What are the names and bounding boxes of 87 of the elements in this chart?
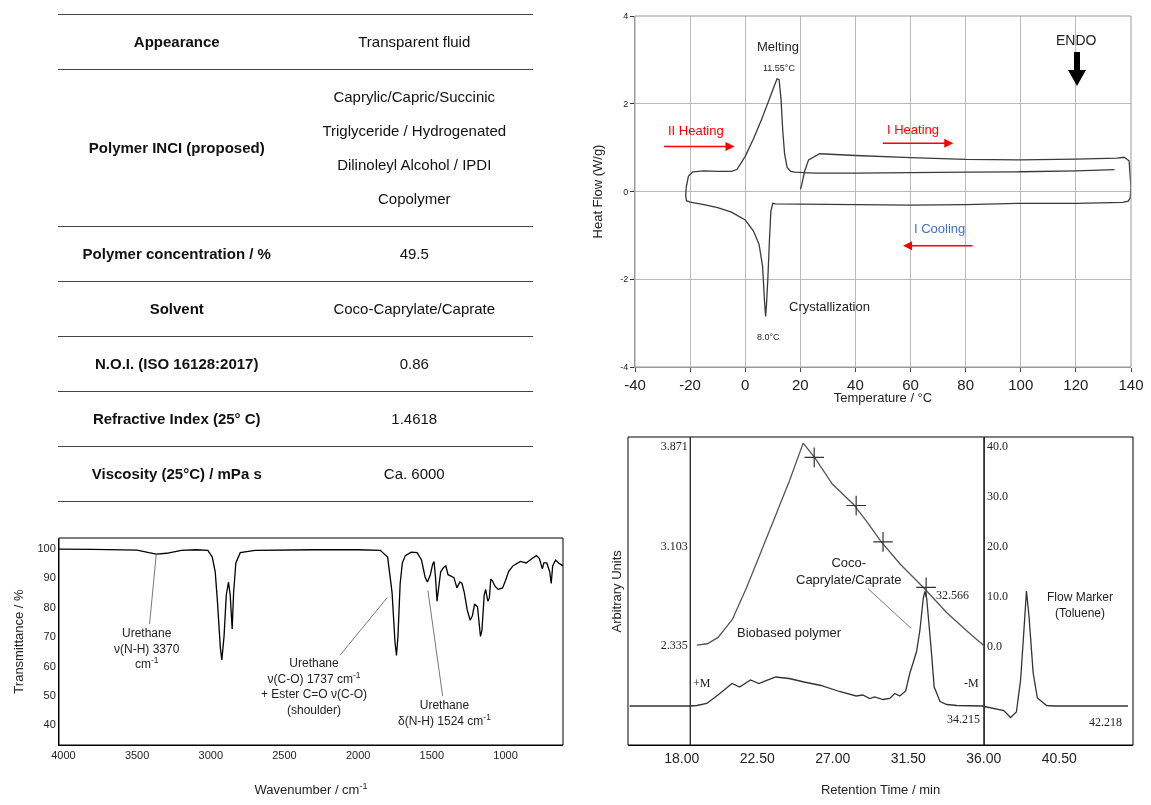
y-tick-label: 3.871 bbox=[660, 438, 688, 453]
annotation: Crystallization bbox=[789, 299, 870, 314]
y2-tick-label: 30.0 bbox=[987, 488, 1009, 503]
x-tick-label: 2500 bbox=[272, 749, 297, 762]
annotation: 11.55°C bbox=[763, 63, 796, 73]
text: Appearance bbox=[58, 14, 296, 70]
annotation: Urethane ν(N-H) 3370 cm$^{-1}$ bbox=[114, 626, 180, 672]
x-axis-title: Wavenumber / cm$^{-1}$ bbox=[254, 780, 368, 797]
x-tick-label: 80 bbox=[957, 376, 975, 393]
annotation: Urethane δ(N-H) 1524 cm$^{-1}$ bbox=[398, 698, 492, 728]
annotation: 8.0°C bbox=[757, 332, 781, 342]
text: 0.86 bbox=[295, 336, 533, 392]
x-axis-title: Retention Time / min bbox=[820, 782, 941, 797]
y-tick-label: 4 bbox=[623, 11, 629, 22]
text: Refractive Index (25° C) bbox=[58, 391, 296, 447]
annotation: I Heating bbox=[887, 122, 940, 137]
x-tick-label: 27.00 bbox=[815, 749, 851, 766]
annotation: -M bbox=[964, 676, 979, 690]
y-tick-label: 3.103 bbox=[660, 538, 688, 553]
y2-tick-label: 10.0 bbox=[987, 588, 1009, 603]
y-axis-title: Arbitrary Units bbox=[608, 549, 624, 633]
y-tick-label: 100 bbox=[37, 542, 56, 555]
x-tick-label: 3000 bbox=[198, 749, 224, 762]
point bbox=[915, 576, 937, 598]
point bbox=[872, 531, 894, 553]
annotation: Coco- Caprylate/Caprate bbox=[796, 555, 902, 587]
text: Polymer INCI (proposed) bbox=[58, 69, 296, 227]
point bbox=[845, 495, 867, 516]
annotation: I Cooling bbox=[914, 221, 966, 236]
x-tick-label: 1000 bbox=[493, 749, 518, 762]
annotation: ENDO bbox=[1056, 32, 1097, 48]
y-tick-label: 50 bbox=[43, 688, 56, 701]
y-tick-label: 2.335 bbox=[660, 638, 688, 653]
y-tick-label: 70 bbox=[43, 630, 56, 643]
text: 1.4618 bbox=[295, 391, 533, 447]
text: Ca. 6000 bbox=[295, 446, 533, 502]
text: 49.5 bbox=[295, 226, 533, 282]
x-tick-label: 4000 bbox=[51, 749, 76, 762]
text: Coco-Caprylate/Caprate bbox=[295, 281, 533, 337]
y-tick-label: 0 bbox=[623, 186, 629, 197]
y-tick-label: 40 bbox=[43, 718, 56, 731]
annotation: 42.218 bbox=[1089, 715, 1122, 729]
text: Viscosity (25°C) / mPa s bbox=[58, 446, 296, 502]
y-tick-label: 80 bbox=[43, 600, 56, 613]
annotation: Biobased polymer bbox=[737, 625, 842, 640]
x-tick-label: 1500 bbox=[419, 749, 445, 762]
y-tick-label: -4 bbox=[620, 362, 629, 373]
x-tick-label: 2000 bbox=[345, 749, 371, 762]
x-tick-label: 0 bbox=[741, 376, 750, 393]
y-axis-title: Transmittance / % bbox=[11, 588, 26, 694]
x-tick-label: 60 bbox=[902, 376, 919, 393]
y-tick-label: 90 bbox=[43, 571, 56, 584]
x-tick-label: -40 bbox=[624, 376, 646, 393]
x-tick-label: 120 bbox=[1063, 376, 1089, 393]
text: Transparent fluid bbox=[295, 14, 533, 70]
x-tick-label: -20 bbox=[679, 376, 701, 393]
text: Polymer concentration / % bbox=[58, 226, 296, 282]
y2-tick-label: 0.0 bbox=[987, 638, 1003, 653]
annotation: II Heating bbox=[668, 123, 724, 138]
y2-tick-label: 40.0 bbox=[987, 438, 1009, 453]
annotation: 32.566 bbox=[936, 588, 969, 602]
y-tick-label: 60 bbox=[43, 659, 56, 672]
y-axis-title: Heat Flow (W/g) bbox=[590, 144, 605, 239]
y2-tick-label: 20.0 bbox=[987, 538, 1009, 553]
x-tick-label: 36.00 bbox=[966, 749, 1002, 766]
annotation: Melting bbox=[757, 39, 799, 54]
annotation: 34.215 bbox=[947, 712, 980, 726]
y-tick-label: -2 bbox=[620, 274, 629, 285]
x-tick-label: 22.50 bbox=[739, 749, 775, 766]
x-tick-label: 31.50 bbox=[890, 749, 926, 766]
x-tick-label: 40.50 bbox=[1041, 749, 1077, 766]
point bbox=[803, 447, 825, 468]
x-axis-title: Temperature / °C bbox=[833, 390, 933, 405]
y-tick-label: 2 bbox=[623, 98, 629, 109]
text: Solvent bbox=[58, 281, 296, 337]
annotation: Urethane ν(C-O) 1737 cm$^{-1}$ + Ester C=O ν(C-O) (shoulder) bbox=[261, 656, 368, 717]
x-tick-label: 3500 bbox=[124, 749, 150, 762]
x-tick-label: 40 bbox=[847, 376, 864, 393]
line-series bbox=[696, 442, 985, 646]
x-tick-label: 20 bbox=[791, 376, 809, 393]
x-tick-label: 18.00 bbox=[664, 749, 700, 766]
x-tick-label: 100 bbox=[1008, 376, 1034, 393]
text: Caprylic/Capric/Succinic Triglyceride / Hydrogenated Dilinoleyl Alcohol / IPDI Copolymer bbox=[295, 69, 533, 227]
x-tick-label: 140 bbox=[1118, 376, 1144, 393]
annotation: +M bbox=[693, 676, 711, 690]
annotation: Flow Marker (Toluene) bbox=[1047, 590, 1114, 620]
text: N.O.I. (ISO 16128:2017) bbox=[58, 336, 296, 392]
